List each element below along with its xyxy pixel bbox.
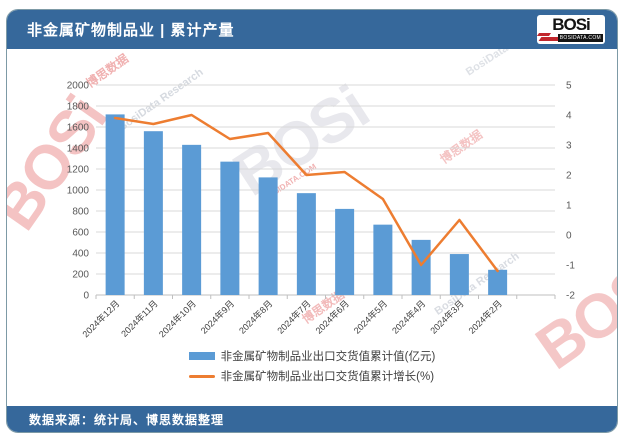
y-axis-right-tick-label: 5 bbox=[566, 81, 572, 92]
bar-2024年11月 bbox=[143, 131, 163, 295]
y-axis-right-tick-label: 3 bbox=[566, 141, 572, 152]
bar-2024年7月 bbox=[296, 193, 316, 295]
x-axis-tick-label: 2024年6月 bbox=[313, 298, 351, 336]
bar-2024年12月 bbox=[105, 114, 125, 296]
legend-item-bars: 非金属矿物制品业出口交货值累计值(亿元) bbox=[188, 348, 436, 364]
x-axis-tick-label: 2024年4月 bbox=[389, 298, 427, 336]
legend-bar-label: 非金属矿物制品业出口交货值累计值(亿元) bbox=[220, 351, 436, 363]
x-axis-tick-label: 2024年9月 bbox=[198, 298, 236, 336]
x-axis-tick-label: 2024年2月 bbox=[466, 298, 504, 336]
legend-line-swatch-icon bbox=[188, 374, 215, 378]
legend-bar-swatch-icon bbox=[188, 352, 215, 360]
bar-2024年4月 bbox=[411, 239, 431, 295]
y-axis-left-tick-label: 800 bbox=[72, 207, 89, 218]
y-axis-right-tick-label: 4 bbox=[566, 111, 572, 122]
bar-2024年10月 bbox=[182, 144, 202, 295]
y-axis-right-tick-label: 1 bbox=[566, 201, 572, 212]
x-axis-tick-label: 2024年3月 bbox=[428, 298, 466, 336]
y-axis-right-tick-label: -1 bbox=[566, 261, 575, 272]
y-axis-left-tick-label: 1000 bbox=[67, 186, 90, 197]
x-axis-tick-label: 2024年7月 bbox=[275, 298, 313, 336]
bar-2024年8月 bbox=[258, 177, 278, 295]
y-axis-right-tick-label: -2 bbox=[566, 291, 575, 302]
y-axis-left-tick-label: 2000 bbox=[67, 81, 90, 92]
legend-item-line: 非金属矿物制品业出口交货值累计增长(%) bbox=[188, 368, 435, 384]
y-axis-left-tick-label: 200 bbox=[72, 270, 89, 281]
page-title: 非金属矿物制品业 | 累计产量 bbox=[27, 22, 235, 39]
chart-card: BOSi BOSi BOSi 博思数据 BosiData Research BO… bbox=[6, 9, 618, 433]
y-axis-right-tick-label: 0 bbox=[566, 231, 572, 242]
y-axis-right-tick-label: 2 bbox=[566, 171, 572, 182]
bar-2024年3月 bbox=[449, 254, 469, 295]
legend-line-label: 非金属矿物制品业出口交货值累计增长(%) bbox=[220, 371, 435, 383]
x-axis-tick-label: 2024年10月 bbox=[156, 298, 198, 340]
bar-2024年2月 bbox=[488, 269, 508, 295]
y-axis-left-tick-label: 1200 bbox=[67, 165, 90, 176]
y-axis-left-tick-label: 600 bbox=[72, 228, 89, 239]
y-axis-left-tick-label: 0 bbox=[83, 291, 89, 302]
x-axis-tick-label: 2024年5月 bbox=[351, 298, 389, 336]
x-axis-tick-label: 2024年11月 bbox=[119, 298, 160, 339]
combo-chart: 0 200 400 600 800 1000 1200 1400 1600 1800 2000 -2 -… bbox=[67, 81, 576, 340]
data-source-text: 数据来源：统计局、博思数据整理 bbox=[29, 412, 225, 427]
x-axis-tick-label: 2024年8月 bbox=[236, 298, 274, 336]
growth-line bbox=[113, 113, 499, 273]
header-bar: 非金属矿物制品业 | 累计产量 BOSi BOSIDATA.COM bbox=[7, 10, 617, 49]
chart-legend: 非金属矿物制品业出口交货值累计值(亿元) 非金属矿物制品业出口交货值累计增长(%… bbox=[7, 348, 617, 384]
bar-2024年5月 bbox=[373, 224, 393, 295]
bar-2024年9月 bbox=[220, 161, 240, 295]
footer-bar: 数据来源：统计局、博思数据整理 bbox=[7, 406, 617, 432]
bosi-logo-text: BOSi bbox=[552, 15, 591, 34]
y-axis-left-tick-label: 1400 bbox=[67, 144, 90, 155]
x-axis-tick-label: 2024年12月 bbox=[80, 298, 122, 340]
y-axis-left-tick-label: 1600 bbox=[67, 123, 90, 134]
y-axis-left-tick-label: 400 bbox=[72, 249, 89, 260]
bosi-logo: BOSi BOSIDATA.COM bbox=[537, 15, 605, 44]
bosi-logo-stripe2-icon bbox=[537, 33, 552, 36]
bosi-logo-domain: BOSIDATA.COM bbox=[557, 34, 603, 42]
bar-2024年6月 bbox=[335, 208, 355, 295]
y-axis-left-tick-label: 1800 bbox=[67, 102, 90, 113]
